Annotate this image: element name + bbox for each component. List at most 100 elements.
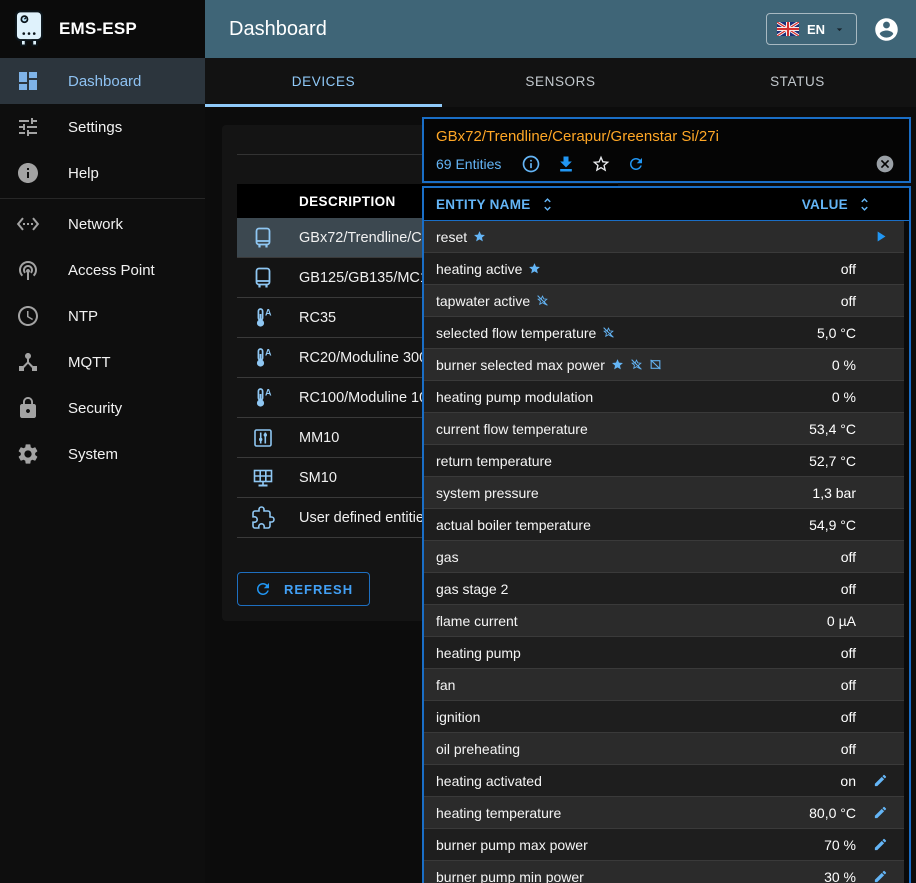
entity-name: selected flow temperature <box>436 324 597 341</box>
entity-row-reset[interactable]: reset <box>424 221 904 253</box>
entity-row-fan[interactable]: fan off <box>424 669 904 701</box>
entity-value: off <box>840 292 856 309</box>
sidebar-item-label: Network <box>68 215 124 233</box>
clock-icon <box>16 304 40 328</box>
sidebar-item-dashboard[interactable]: Dashboard <box>0 58 205 104</box>
devices-card-divider <box>237 125 604 155</box>
solar-icon <box>251 466 275 490</box>
entity-value: off <box>840 740 856 757</box>
entity-value: off <box>840 644 856 661</box>
sidebar-item-system[interactable]: System <box>0 431 205 477</box>
device-label: MM10 <box>299 429 340 446</box>
entity-row-current-flow-temperature[interactable]: current flow temperature 53,4 °C <box>424 413 904 445</box>
sidebar-item-label: System <box>68 445 119 463</box>
entity-row-heating-active[interactable]: heating active off <box>424 253 904 285</box>
account-icon[interactable] <box>873 16 900 43</box>
entity-row-burner-pump-max-power[interactable]: burner pump max power 70 % <box>424 829 904 861</box>
entity-row-heating-pump-modulation[interactable]: heating pump modulation 0 % <box>424 381 904 413</box>
tab-label: STATUS <box>770 73 825 89</box>
device-label: GBx72/Trendline/Cera <box>299 229 443 246</box>
boiler-icon <box>251 266 275 290</box>
star-off-icon <box>630 358 643 371</box>
thermostat-icon: A <box>251 346 275 370</box>
sidebar-item-ntp[interactable]: NTP <box>0 293 205 339</box>
entity-action-cell <box>856 228 904 245</box>
sidebar-item-label: Help <box>68 164 99 182</box>
star-icon <box>528 262 541 275</box>
tab-status[interactable]: STATUS <box>679 58 916 107</box>
tab-devices[interactable]: DEVICES <box>205 58 442 107</box>
refresh-icon <box>254 580 272 598</box>
column-value[interactable]: VALUE <box>801 196 848 212</box>
tab-label: SENSORS <box>525 73 596 89</box>
entity-row-oil-preheating[interactable]: oil preheating off <box>424 733 904 765</box>
tab-sensors[interactable]: SENSORS <box>442 58 679 107</box>
content-area: DESCRIPTION GBx72/Trendline/Cera GB125/GB… <box>205 107 916 883</box>
gear-icon <box>16 442 40 466</box>
sidebar-item-help[interactable]: Help <box>0 150 205 196</box>
entity-row-gas[interactable]: gas off <box>424 541 904 573</box>
edit-icon[interactable] <box>873 773 888 788</box>
star-outline-icon[interactable] <box>591 154 611 174</box>
entity-row-tapwater-active[interactable]: tapwater active off <box>424 285 904 317</box>
entity-value: 30 % <box>824 868 856 883</box>
entity-table: ENTITY NAME VALUE reset heating active off… <box>422 186 911 883</box>
language-selector[interactable]: EN <box>765 13 857 45</box>
play-icon[interactable] <box>872 228 889 245</box>
column-entity-name[interactable]: ENTITY NAME <box>436 196 531 212</box>
refresh-entities-icon[interactable] <box>626 154 646 174</box>
download-icon[interactable] <box>556 154 576 174</box>
info-icon[interactable] <box>521 154 541 174</box>
entity-row-selected-flow-temperature[interactable]: selected flow temperature 5,0 °C <box>424 317 904 349</box>
entity-row-flame-current[interactable]: flame current 0 µA <box>424 605 904 637</box>
device-label: SM10 <box>299 469 337 486</box>
entity-row-burner-selected-max-power[interactable]: burner selected max power 0 % <box>424 349 904 381</box>
sidebar-item-network[interactable]: Network <box>0 201 205 247</box>
star-off-icon <box>536 294 549 307</box>
wifi-tethering-icon <box>16 258 40 282</box>
refresh-button[interactable]: REFRESH <box>237 572 371 606</box>
entity-row-ignition[interactable]: ignition off <box>424 701 904 733</box>
chevron-down-icon <box>833 23 846 36</box>
sidebar-item-security[interactable]: Security <box>0 385 205 431</box>
close-icon[interactable] <box>875 154 895 174</box>
entity-name: burner pump max power <box>436 836 588 853</box>
entity-row-heating-temperature[interactable]: heating temperature 80,0 °C <box>424 797 904 829</box>
entity-row-actual-boiler-temperature[interactable]: actual boiler temperature 54,9 °C <box>424 509 904 541</box>
sidebar: EMS-ESP Dashboard Settings Help Network Acce… <box>0 0 205 883</box>
entity-value: on <box>840 772 856 789</box>
device-label: RC35 <box>299 309 337 326</box>
entity-name: system pressure <box>436 484 539 501</box>
sidebar-item-access-point[interactable]: Access Point <box>0 247 205 293</box>
entity-action-cell <box>856 805 904 820</box>
entities-count: 69 Entities <box>436 156 502 172</box>
boiler-logo-icon <box>12 9 46 49</box>
edit-icon[interactable] <box>873 837 888 852</box>
entity-value: 80,0 °C <box>809 804 856 821</box>
sidebar-item-mqtt[interactable]: MQTT <box>0 339 205 385</box>
entity-row-burner-pump-min-power[interactable]: burner pump min power 30 % <box>424 861 904 883</box>
sidebar-menu: Dashboard Settings Help Network Access Point… <box>0 58 205 477</box>
entity-name: oil preheating <box>436 740 521 757</box>
sidebar-item-settings[interactable]: Settings <box>0 104 205 150</box>
entity-value: 53,4 °C <box>809 420 856 437</box>
entity-name: burner pump min power <box>436 868 584 883</box>
ethernet-icon <box>16 212 40 236</box>
entity-value: off <box>840 708 856 725</box>
app-bar: Dashboard EN <box>205 0 916 58</box>
edit-icon[interactable] <box>873 805 888 820</box>
entity-row-return-temperature[interactable]: return temperature 52,7 °C <box>424 445 904 477</box>
entity-row-gas-stage-2[interactable]: gas stage 2 off <box>424 573 904 605</box>
tab-label: DEVICES <box>291 73 356 89</box>
entity-row-heating-pump[interactable]: heating pump off <box>424 637 904 669</box>
entity-row-system-pressure[interactable]: system pressure 1,3 bar <box>424 477 904 509</box>
entity-name: heating activated <box>436 772 542 789</box>
entity-name: reset <box>436 228 468 245</box>
entity-row-heating-activated[interactable]: heating activated on <box>424 765 904 797</box>
sort-icon[interactable] <box>539 196 556 213</box>
star-icon <box>611 358 624 371</box>
edit-icon[interactable] <box>873 869 888 883</box>
sidebar-item-label: Dashboard <box>68 72 142 90</box>
sort-icon[interactable] <box>856 196 873 213</box>
